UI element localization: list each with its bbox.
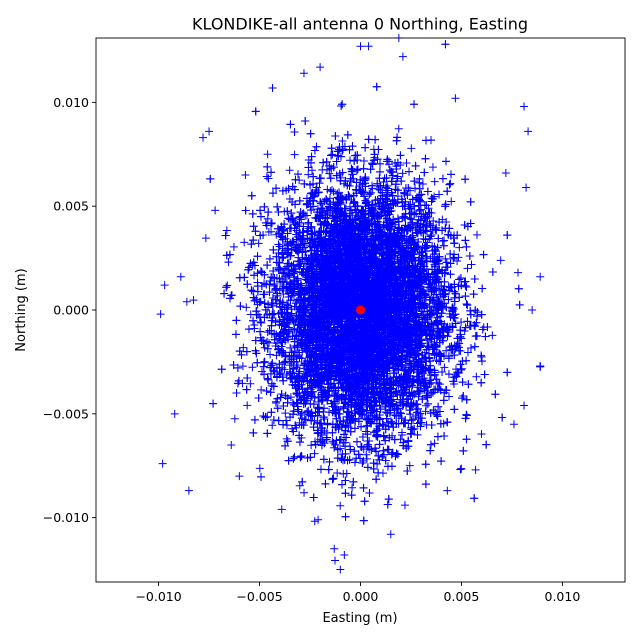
data-point <box>444 392 453 401</box>
data-point <box>286 393 295 402</box>
data-point <box>356 454 365 463</box>
data-point <box>379 421 388 430</box>
points-layer <box>156 34 545 574</box>
data-point <box>348 483 357 492</box>
data-point <box>422 401 431 410</box>
data-point <box>421 407 430 416</box>
data-point <box>362 450 371 459</box>
data-point <box>368 160 377 169</box>
data-point <box>433 378 442 387</box>
chart-title: KLONDIKE-all antenna 0 Northing, Easting <box>192 15 528 34</box>
data-point <box>455 243 464 252</box>
data-point <box>256 317 265 326</box>
data-point <box>229 242 238 251</box>
data-point <box>256 297 265 306</box>
data-point <box>286 343 295 352</box>
data-point <box>189 296 198 305</box>
data-point <box>267 227 276 236</box>
data-point <box>257 385 266 394</box>
data-point <box>447 197 456 206</box>
data-point <box>407 144 416 153</box>
data-point <box>243 401 252 410</box>
data-point <box>223 281 232 290</box>
data-point <box>496 256 505 265</box>
data-point <box>396 408 405 417</box>
data-point <box>393 172 402 181</box>
data-point <box>446 179 455 188</box>
data-point <box>394 124 403 133</box>
data-point <box>331 556 340 565</box>
data-point <box>420 374 429 383</box>
data-point <box>477 430 486 439</box>
data-point <box>336 501 345 510</box>
data-point <box>302 407 311 416</box>
data-point <box>449 254 458 263</box>
data-point <box>326 187 335 196</box>
data-point <box>460 327 469 336</box>
data-point <box>462 300 471 309</box>
data-point <box>329 187 338 196</box>
data-point <box>285 166 294 175</box>
data-point <box>310 449 319 458</box>
data-point <box>222 226 231 235</box>
data-point <box>310 517 319 526</box>
data-point <box>304 170 313 179</box>
data-point <box>281 409 290 418</box>
data-point <box>405 461 414 470</box>
data-point <box>239 343 248 352</box>
data-point <box>328 150 337 159</box>
data-point <box>337 101 346 110</box>
data-point <box>279 290 288 299</box>
data-point <box>472 230 481 239</box>
data-point <box>407 215 416 224</box>
data-point <box>265 338 274 347</box>
data-point <box>488 331 497 340</box>
data-point <box>268 421 277 430</box>
data-point <box>478 325 487 334</box>
data-point <box>230 414 239 423</box>
data-point <box>300 488 309 497</box>
data-point <box>238 362 247 371</box>
data-point <box>441 254 450 263</box>
data-point <box>339 469 348 478</box>
data-point <box>201 234 210 243</box>
data-point <box>333 468 342 477</box>
data-point <box>338 136 347 145</box>
data-point <box>257 318 266 327</box>
data-point <box>346 156 355 165</box>
data-point <box>266 219 275 228</box>
data-point <box>462 410 471 419</box>
data-point <box>418 179 427 188</box>
data-point <box>266 350 275 359</box>
data-point <box>290 150 299 159</box>
data-point <box>357 443 366 452</box>
data-point <box>456 465 465 474</box>
data-point <box>472 372 481 381</box>
data-point <box>263 328 272 337</box>
data-point <box>428 163 437 172</box>
data-point <box>362 454 371 463</box>
data-point <box>255 464 264 473</box>
data-point <box>430 439 439 448</box>
data-point <box>373 460 382 469</box>
data-point <box>440 363 449 372</box>
data-point <box>307 441 316 450</box>
data-point <box>457 318 466 327</box>
data-point <box>254 239 263 248</box>
data-point <box>463 264 472 273</box>
data-point <box>242 303 251 312</box>
data-point <box>430 177 439 186</box>
data-point <box>248 363 257 372</box>
data-point <box>240 238 249 247</box>
data-point <box>442 346 451 355</box>
data-point <box>246 379 255 388</box>
data-point <box>398 169 407 178</box>
data-point <box>327 185 336 194</box>
